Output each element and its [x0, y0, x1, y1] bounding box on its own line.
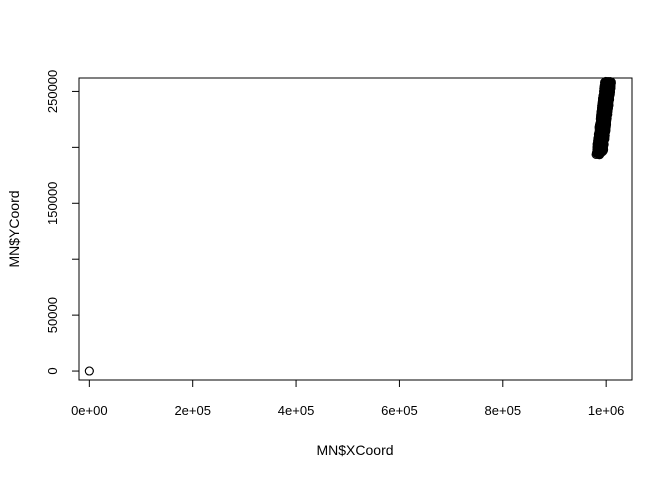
y-axis: 0 50000 150000 250000	[45, 70, 80, 375]
data-point-1-897	[601, 118, 611, 128]
data-point-0-1	[84, 366, 94, 376]
y-tick-label-0: 0	[45, 367, 60, 374]
data-point-1-896	[599, 93, 609, 103]
data-point-1-885	[595, 123, 605, 133]
y-tick-label-2: 150000	[45, 182, 60, 225]
data-points	[84, 76, 616, 376]
data-point-1-892	[598, 111, 608, 121]
x-tick-label-3: 6e+05	[381, 403, 418, 418]
y-tick-label-3: 250000	[45, 70, 60, 113]
data-point-1-883	[602, 86, 612, 96]
x-tick-label-2: 4e+05	[278, 403, 315, 418]
y-tick-label-1: 50000	[45, 297, 60, 333]
data-point-1-888	[595, 142, 605, 152]
x-tick-label-1: 2e+05	[174, 403, 211, 418]
x-axis: 0e+00 2e+05 4e+05 6e+05 8e+05 1e+06	[71, 379, 625, 418]
x-tick-label-4: 8e+05	[485, 403, 522, 418]
data-point-1-891	[593, 148, 603, 158]
data-point-1-893	[600, 123, 610, 133]
y-axis-title: MN$YCoord	[6, 190, 22, 267]
data-point-1-899	[605, 78, 615, 88]
x-tick-label-0: 0e+00	[71, 403, 108, 418]
data-point-1-875	[595, 119, 605, 129]
x-tick-label-5: 1e+06	[588, 403, 625, 418]
data-point-1-895	[595, 132, 605, 142]
plot-box	[78, 77, 633, 381]
data-point-1-898	[602, 103, 612, 113]
x-axis-title: MN$XCoord	[316, 442, 393, 458]
